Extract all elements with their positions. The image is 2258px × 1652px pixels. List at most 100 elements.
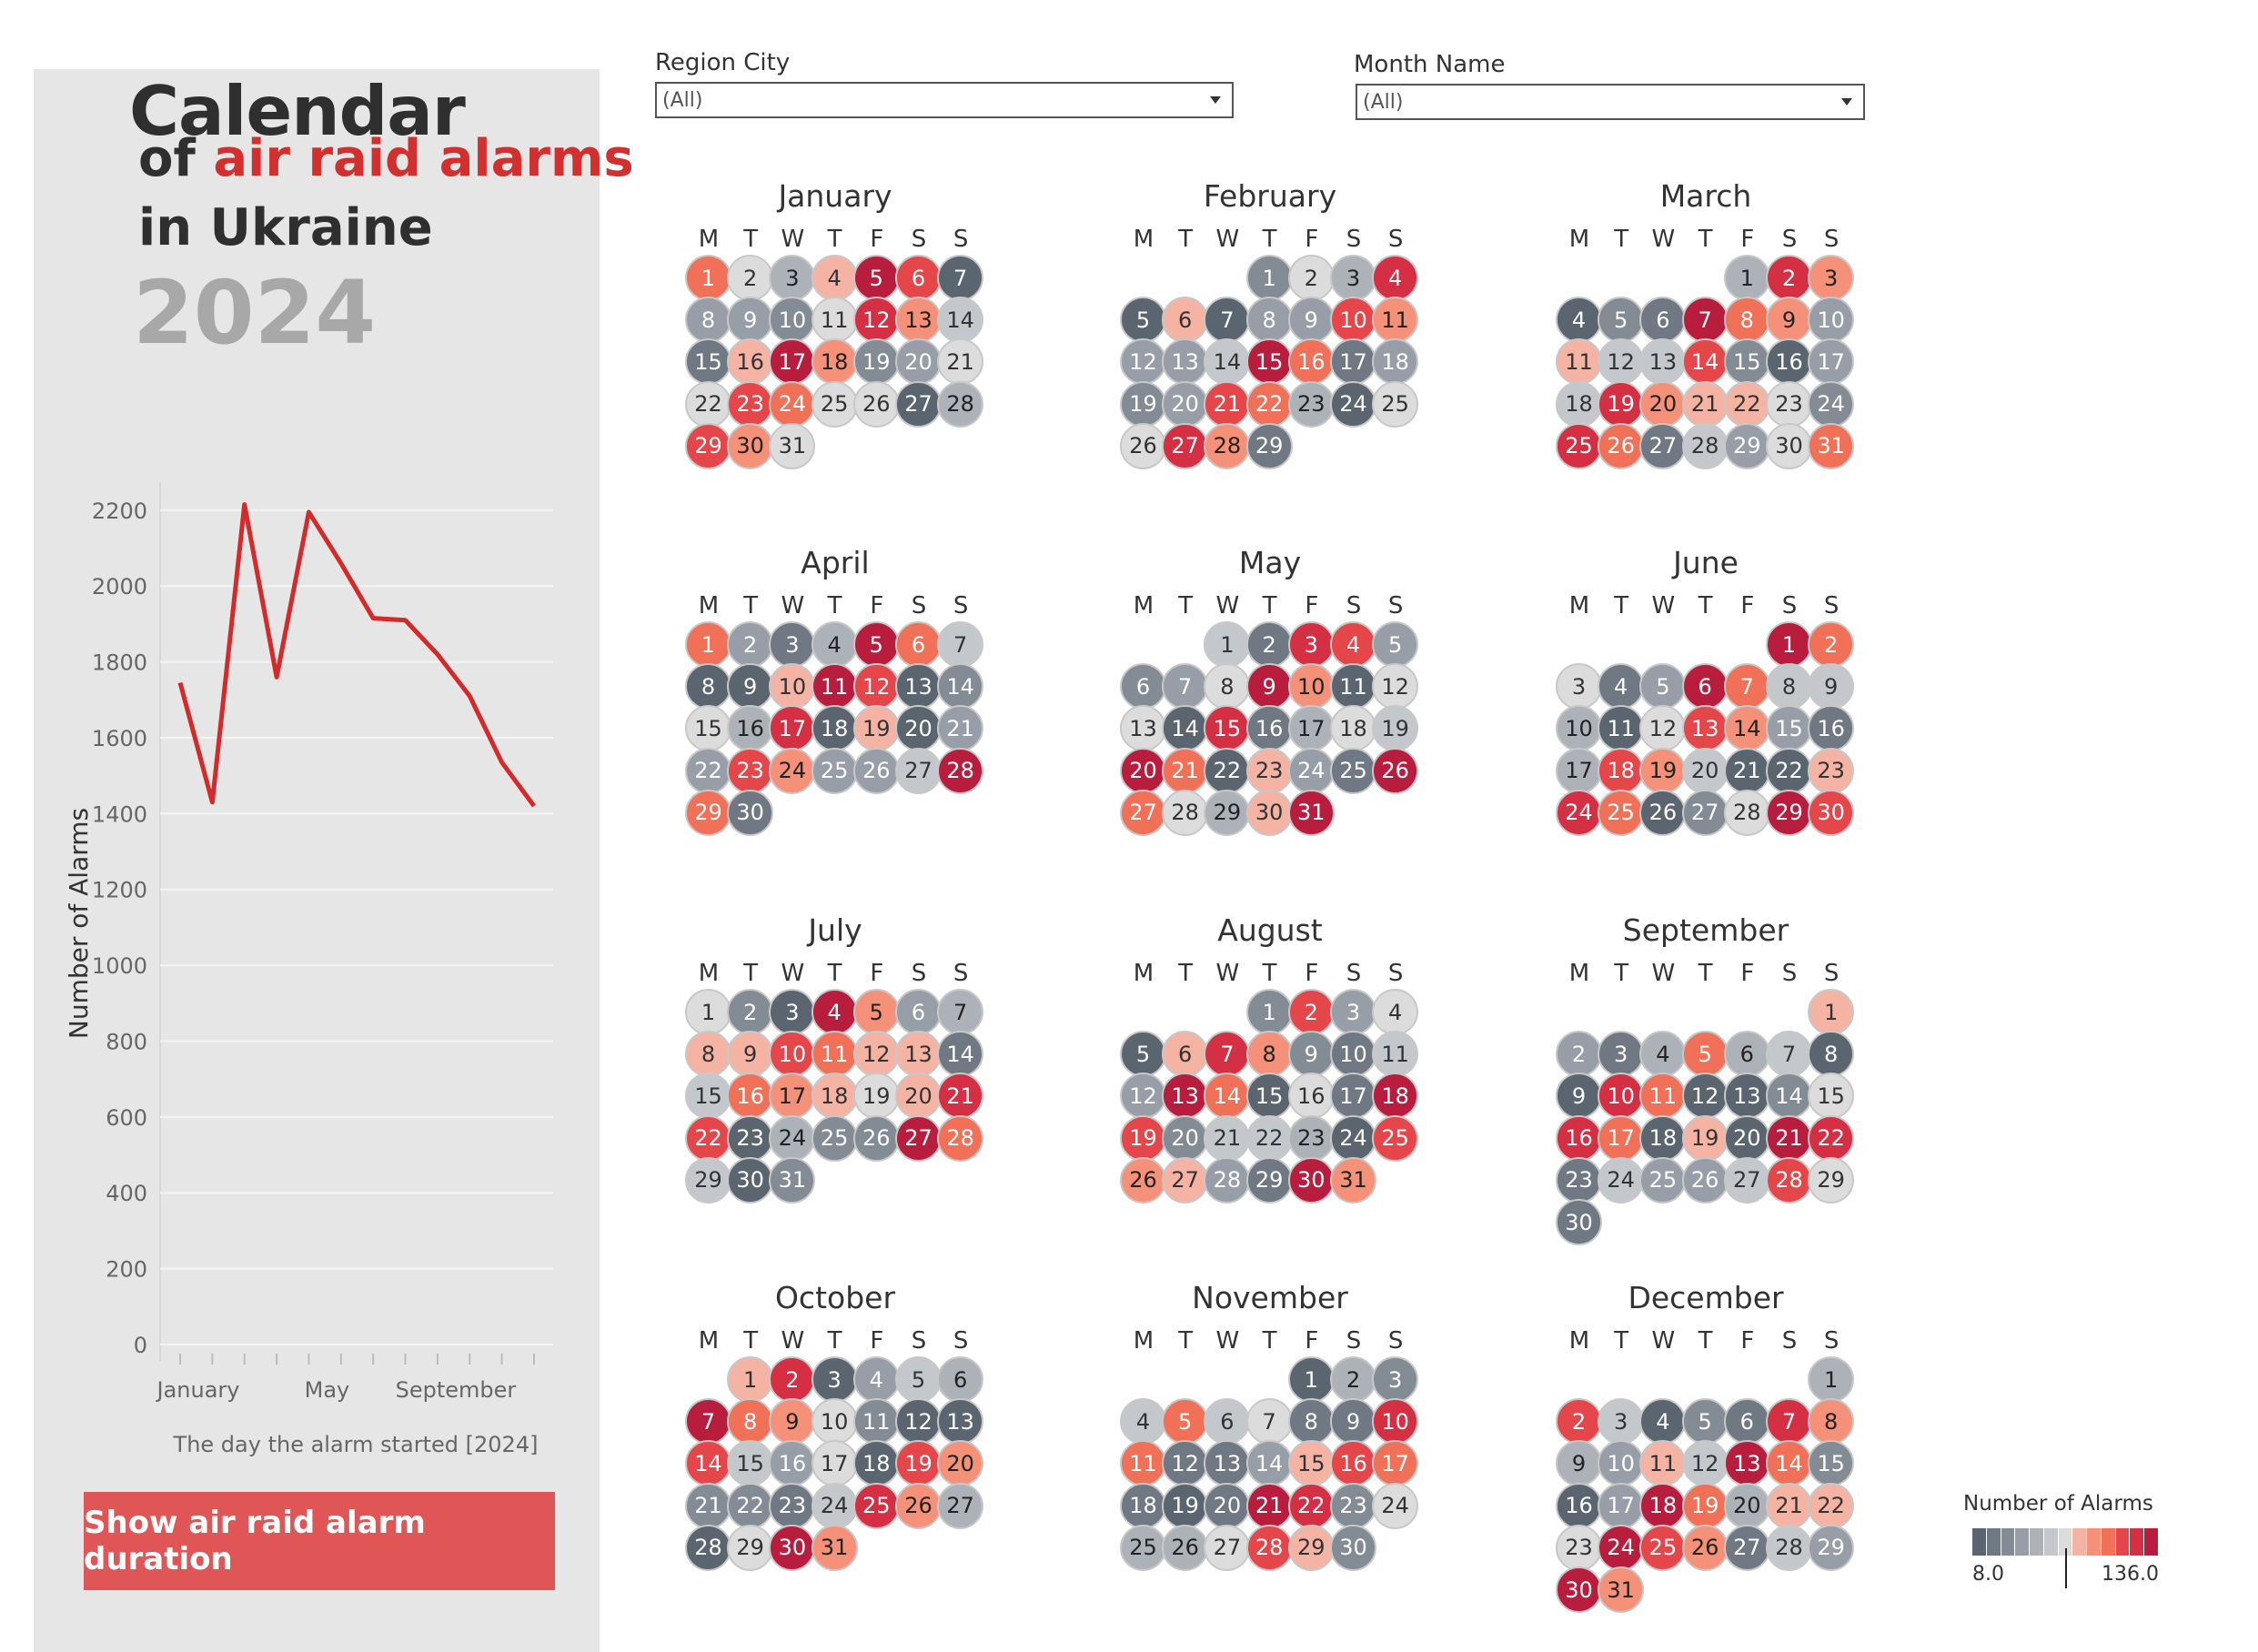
calendar-day[interactable]: 13 — [895, 1031, 942, 1078]
calendar-day[interactable]: 7 — [937, 621, 984, 668]
calendar-day[interactable]: 19 — [852, 705, 900, 752]
calendar-day[interactable]: 2 — [1287, 255, 1335, 301]
calendar-day[interactable]: 20 — [1723, 1482, 1770, 1529]
calendar-day[interactable]: 7 — [937, 255, 984, 301]
calendar-day[interactable]: 28 — [1766, 1524, 1812, 1571]
calendar-day[interactable]: 29 — [1245, 1156, 1293, 1204]
calendar-day[interactable]: 17 — [1287, 705, 1335, 752]
calendar-day[interactable]: 28 — [1723, 789, 1770, 836]
calendar-day[interactable]: 21 — [1766, 1114, 1812, 1162]
calendar-day[interactable]: 10 — [1808, 297, 1855, 344]
calendar-day[interactable]: 31 — [1287, 789, 1335, 836]
calendar-day[interactable]: 12 — [895, 1398, 942, 1446]
calendar-day[interactable]: 15 — [685, 705, 731, 752]
calendar-day[interactable]: 1 — [1766, 621, 1812, 668]
calendar-day[interactable]: 2 — [727, 621, 774, 668]
calendar-day[interactable]: 30 — [1287, 1156, 1335, 1204]
calendar-day[interactable]: 8 — [727, 1398, 774, 1446]
calendar-day[interactable]: 18 — [1372, 1073, 1419, 1120]
calendar-day[interactable]: 26 — [1639, 789, 1687, 836]
calendar-day[interactable]: 14 — [1245, 1440, 1293, 1487]
calendar-day[interactable]: 3 — [1598, 1398, 1645, 1446]
calendar-day[interactable]: 16 — [1287, 1073, 1335, 1120]
calendar-day[interactable]: 10 — [769, 663, 816, 710]
calendar-day[interactable]: 23 — [727, 1114, 774, 1162]
calendar-day[interactable]: 15 — [1808, 1440, 1855, 1487]
calendar-day[interactable]: 5 — [1162, 1398, 1209, 1446]
calendar-day[interactable]: 19 — [1372, 705, 1419, 752]
calendar-day[interactable]: 4 — [1372, 255, 1419, 301]
calendar-day[interactable]: 6 — [1723, 1031, 1770, 1078]
calendar-day[interactable]: 28 — [1681, 422, 1729, 469]
calendar-day[interactable]: 3 — [769, 989, 816, 1035]
calendar-day[interactable]: 26 — [852, 1114, 900, 1162]
calendar-day[interactable]: 31 — [1598, 1566, 1645, 1613]
calendar-day[interactable]: 23 — [727, 380, 774, 428]
calendar-day[interactable]: 28 — [1204, 1156, 1251, 1204]
calendar-day[interactable]: 9 — [1287, 1031, 1335, 1078]
calendar-day[interactable]: 10 — [1330, 1031, 1376, 1078]
calendar-day[interactable]: 13 — [1639, 338, 1687, 386]
calendar-day[interactable]: 19 — [1120, 1114, 1166, 1162]
calendar-day[interactable]: 23 — [1766, 380, 1812, 428]
calendar-day[interactable]: 6 — [1681, 663, 1729, 710]
calendar-day[interactable]: 15 — [685, 338, 731, 386]
calendar-day[interactable]: 25 — [1556, 422, 1602, 469]
calendar-day[interactable]: 8 — [685, 1031, 731, 1078]
calendar-day[interactable]: 18 — [852, 1440, 900, 1487]
calendar-day[interactable]: 1 — [1287, 1356, 1335, 1403]
calendar-day[interactable]: 24 — [769, 747, 816, 794]
calendar-day[interactable]: 30 — [1556, 1566, 1602, 1613]
calendar-day[interactable]: 19 — [1162, 1482, 1209, 1529]
calendar-day[interactable]: 6 — [1162, 297, 1209, 344]
calendar-day[interactable]: 8 — [1808, 1398, 1855, 1446]
calendar-day[interactable]: 26 — [852, 380, 900, 428]
calendar-day[interactable]: 12 — [1120, 1073, 1166, 1120]
calendar-day[interactable]: 3 — [769, 255, 816, 301]
calendar-day[interactable]: 29 — [685, 422, 731, 469]
calendar-day[interactable]: 21 — [1723, 747, 1770, 794]
calendar-day[interactable]: 6 — [895, 255, 942, 301]
calendar-day[interactable]: 24 — [769, 1114, 816, 1162]
calendar-day[interactable]: 25 — [1598, 789, 1645, 836]
calendar-day[interactable]: 30 — [727, 422, 774, 469]
calendar-day[interactable]: 11 — [1639, 1440, 1687, 1487]
calendar-day[interactable]: 23 — [1287, 1114, 1335, 1162]
calendar-day[interactable]: 22 — [1766, 747, 1812, 794]
calendar-day[interactable]: 14 — [1766, 1073, 1812, 1120]
calendar-day[interactable]: 24 — [1330, 380, 1376, 428]
calendar-day[interactable]: 6 — [937, 1356, 984, 1403]
calendar-day[interactable]: 17 — [811, 1440, 858, 1487]
calendar-day[interactable]: 30 — [1808, 789, 1855, 836]
calendar-day[interactable]: 9 — [1808, 663, 1855, 710]
calendar-day[interactable]: 8 — [1287, 1398, 1335, 1446]
calendar-day[interactable]: 17 — [1330, 338, 1376, 386]
calendar-day[interactable]: 30 — [727, 1156, 774, 1204]
calendar-day[interactable]: 11 — [1598, 705, 1645, 752]
calendar-day[interactable]: 20 — [1681, 747, 1729, 794]
calendar-day[interactable]: 26 — [1372, 747, 1419, 794]
calendar-day[interactable]: 8 — [1245, 297, 1293, 344]
calendar-day[interactable]: 9 — [727, 297, 774, 344]
calendar-day[interactable]: 30 — [1245, 789, 1293, 836]
calendar-day[interactable]: 10 — [769, 1031, 816, 1078]
calendar-day[interactable]: 22 — [1287, 1482, 1335, 1529]
calendar-day[interactable]: 1 — [1723, 255, 1770, 301]
calendar-day[interactable]: 23 — [1556, 1524, 1602, 1571]
calendar-day[interactable]: 25 — [811, 1114, 858, 1162]
calendar-day[interactable]: 25 — [811, 747, 858, 794]
calendar-day[interactable]: 16 — [1556, 1482, 1602, 1529]
calendar-day[interactable]: 10 — [1330, 297, 1376, 344]
calendar-day[interactable]: 17 — [1808, 338, 1855, 386]
calendar-day[interactable]: 8 — [1766, 663, 1812, 710]
calendar-day[interactable]: 25 — [1372, 1114, 1419, 1162]
calendar-day[interactable]: 15 — [727, 1440, 774, 1487]
calendar-day[interactable]: 5 — [852, 621, 900, 668]
calendar-day[interactable]: 19 — [895, 1440, 942, 1487]
calendar-day[interactable]: 21 — [1245, 1482, 1293, 1529]
calendar-day[interactable]: 20 — [1162, 1114, 1209, 1162]
calendar-day[interactable]: 15 — [1245, 338, 1293, 386]
calendar-day[interactable]: 12 — [852, 663, 900, 710]
calendar-day[interactable]: 28 — [1204, 422, 1251, 469]
calendar-day[interactable]: 22 — [1245, 380, 1293, 428]
